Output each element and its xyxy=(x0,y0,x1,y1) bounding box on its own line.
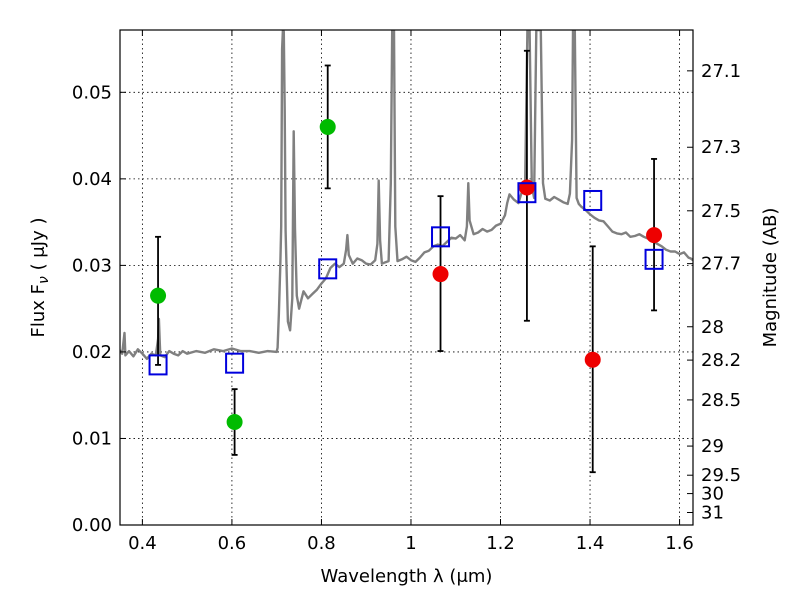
model-point-square xyxy=(431,226,451,248)
model-point-square xyxy=(318,258,338,280)
y2-tick-label: 28 xyxy=(701,317,724,338)
y2-tick-label: 31 xyxy=(701,502,724,523)
axis-ticks: 0.4 0.6 0.8 1 1.2 1.4 1.6 0.00 0.01 0.02 0.03 0.04 0… xyxy=(72,30,741,554)
data-point-circle xyxy=(226,414,243,431)
y-tick-label: 0.05 xyxy=(72,82,112,103)
data-point-circle xyxy=(646,227,663,244)
y-tick-label: 0.00 xyxy=(72,515,112,536)
y2-tick-label: 27.1 xyxy=(701,61,741,82)
y2-tick-label: 27.5 xyxy=(701,201,741,222)
plot-frame xyxy=(119,29,694,526)
y-tick-label: 0.02 xyxy=(72,342,112,363)
y2-tick-label: 29.5 xyxy=(701,465,741,486)
y2-tick-label: 29 xyxy=(701,436,724,457)
y2-tick-label: 27.7 xyxy=(701,254,741,275)
y2-tick-label: 28.5 xyxy=(701,390,741,411)
x-axis-title: Wavelength λ (μm) xyxy=(321,566,493,587)
data-point-circle xyxy=(319,118,336,135)
model-point-square xyxy=(644,248,664,270)
y-axis-title-main: Flux F xyxy=(28,284,49,338)
x-tick-label: 1.6 xyxy=(665,533,694,554)
x-tick-label: 1.4 xyxy=(576,533,605,554)
data-point-circle xyxy=(432,266,449,283)
y2-tick-label: 27.3 xyxy=(701,137,741,158)
spectrum-line xyxy=(120,30,693,360)
data-point-circle xyxy=(584,351,601,368)
y2-tick-label: 30 xyxy=(701,484,724,505)
y-axis-title: Flux Fν ( μJy ) xyxy=(28,218,52,338)
plot-series xyxy=(120,30,693,474)
y-tick-label: 0.03 xyxy=(72,255,112,276)
y-axis-title-sub: ν xyxy=(36,276,52,284)
y-tick-label: 0.04 xyxy=(72,169,112,190)
x-tick-label: 0.8 xyxy=(307,533,336,554)
x-tick-label: 1.2 xyxy=(486,533,515,554)
y2-tick-label: 28.2 xyxy=(701,350,741,371)
model-point-square xyxy=(517,182,537,204)
y2-axis-title: Magnitude (AB) xyxy=(760,208,781,348)
data-point-circle xyxy=(518,179,535,196)
x-tick-label: 0.4 xyxy=(128,533,157,554)
grid xyxy=(120,30,693,526)
data-point-circle xyxy=(150,287,167,304)
model-point-square xyxy=(225,352,245,374)
y-axis-title-unit: ( μJy ) xyxy=(28,218,49,277)
x-tick-label: 0.6 xyxy=(218,533,247,554)
x-tick-label: 1 xyxy=(405,533,416,554)
y-tick-label: 0.01 xyxy=(72,428,112,449)
model-point-square xyxy=(583,189,603,211)
model-point-square xyxy=(148,354,168,376)
